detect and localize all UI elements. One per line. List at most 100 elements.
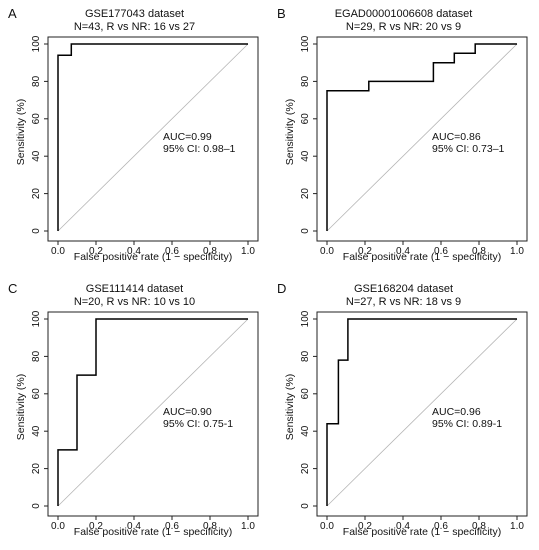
y-tick-label: 100 xyxy=(300,310,311,327)
x-tick-label: 1.0 xyxy=(510,521,524,532)
panel-label: C xyxy=(8,281,18,296)
y-axis-label: Sensitivity (%) xyxy=(15,373,27,441)
x-tick-label: 1.0 xyxy=(241,246,255,257)
x-tick-label: 0.6 xyxy=(434,521,448,532)
x-tick-label: 0.0 xyxy=(51,246,65,257)
plot-frame xyxy=(316,36,528,242)
x-tick-label: 0.6 xyxy=(434,246,448,257)
y-tick-label: 0 xyxy=(31,228,42,234)
y-tick-label: 0 xyxy=(300,228,311,234)
auc-value: AUC=0.86 xyxy=(432,131,481,143)
auc-ci: 95% CI: 0.98–1 xyxy=(163,143,236,155)
auc-ci: 95% CI: 0.75-1 xyxy=(163,418,234,430)
y-tick-label: 40 xyxy=(31,425,42,437)
auc-annotation: AUC=0.86 95% CI: 0.73–1 xyxy=(432,131,504,155)
roc-plot-area: 0.0 0.2 0.4 0.6 0.8 1.0 0 20 40 60 80 100 xyxy=(31,310,259,532)
y-tick-label: 60 xyxy=(300,113,311,125)
roc-curve xyxy=(57,318,248,506)
x-axis-label: False positive rate (1 − specificity) xyxy=(73,251,233,263)
x-tick-label: 0.4 xyxy=(127,246,141,257)
chart-title: GSE168204 dataset xyxy=(353,283,454,295)
roc-panel-a: 0.0 0.2 0.4 0.6 0.8 1.0 0 20 40 60 80 100 A GSE1770… xyxy=(0,0,269,275)
y-axis-label: Sensitivity (%) xyxy=(15,98,27,166)
reference-diagonal xyxy=(326,43,518,232)
x-tick-label: 0.4 xyxy=(396,521,410,532)
panel-label: A xyxy=(8,6,17,21)
chart-subtitle: N=20, R vs NR: 10 vs 10 xyxy=(73,296,196,308)
x-axis-label: False positive rate (1 − specificity) xyxy=(342,251,502,263)
x-tick-label: 0.0 xyxy=(51,521,65,532)
y-tick-label: 0 xyxy=(31,503,42,509)
x-tick-label: 0.0 xyxy=(320,521,334,532)
y-tick-label: 40 xyxy=(300,150,311,162)
auc-value: AUC=0.99 xyxy=(163,131,212,143)
x-tick-label: 1.0 xyxy=(510,246,524,257)
reference-diagonal xyxy=(57,318,249,507)
x-axis-label: False positive rate (1 − specificity) xyxy=(342,526,502,538)
auc-value: AUC=0.90 xyxy=(163,406,212,418)
chart-subtitle: N=27, R vs NR: 18 vs 9 xyxy=(345,296,462,308)
y-tick-label: 100 xyxy=(31,310,42,327)
auc-ci: 95% CI: 0.89-1 xyxy=(432,418,503,430)
roc-curve xyxy=(57,43,248,231)
chart-subtitle: N=29, R vs NR: 20 vs 9 xyxy=(345,21,462,33)
x-tick-label: 1.0 xyxy=(241,521,255,532)
reference-diagonal xyxy=(57,43,249,232)
auc-annotation: AUC=0.90 95% CI: 0.75-1 xyxy=(163,406,233,430)
roc-panel-c: 0.0 0.2 0.4 0.6 0.8 1.0 0 20 40 60 80 100 C GSE1114… xyxy=(0,275,269,550)
y-tick-label: 20 xyxy=(300,463,311,475)
roc-curve xyxy=(326,43,517,231)
y-tick-label: 100 xyxy=(300,35,311,52)
x-tick-label: 0.2 xyxy=(358,246,372,257)
y-axis-label: Sensitivity (%) xyxy=(284,373,296,441)
x-tick-label: 0.8 xyxy=(472,246,486,257)
auc-ci: 95% CI: 0.73–1 xyxy=(432,143,505,155)
plot-frame xyxy=(316,311,528,517)
y-tick-label: 40 xyxy=(31,150,42,162)
y-tick-label: 80 xyxy=(31,75,42,87)
reference-diagonal xyxy=(326,318,518,507)
chart-title: EGAD00001006608 dataset xyxy=(334,8,473,20)
y-tick-label: 80 xyxy=(31,350,42,362)
x-tick-label: 0.2 xyxy=(89,246,103,257)
x-tick-label: 0.0 xyxy=(320,246,334,257)
y-tick-label: 40 xyxy=(300,425,311,437)
x-tick-label: 0.4 xyxy=(396,246,410,257)
x-tick-label: 0.8 xyxy=(472,521,486,532)
roc-plot-area: 0.0 0.2 0.4 0.6 0.8 1.0 0 20 40 60 80 100 xyxy=(300,310,528,532)
x-tick-label: 0.2 xyxy=(89,521,103,532)
plot-frame xyxy=(47,36,259,242)
y-tick-label: 100 xyxy=(31,35,42,52)
x-tick-label: 0.8 xyxy=(203,246,217,257)
y-tick-label: 20 xyxy=(300,188,311,200)
roc-plot-area: 0.0 0.2 0.4 0.6 0.8 1.0 0 20 40 60 80 100 xyxy=(300,35,528,257)
x-axis-label: False positive rate (1 − specificity) xyxy=(73,526,233,538)
chart-title: GSE177043 dataset xyxy=(84,8,185,20)
x-tick-label: 0.6 xyxy=(165,246,179,257)
y-tick-label: 20 xyxy=(31,188,42,200)
roc-panel-d: 0.0 0.2 0.4 0.6 0.8 1.0 0 20 40 60 80 100 D GSE1682… xyxy=(269,275,538,550)
roc-curve xyxy=(326,318,517,506)
x-tick-label: 0.2 xyxy=(358,521,372,532)
y-tick-label: 60 xyxy=(31,113,42,125)
y-tick-label: 80 xyxy=(300,75,311,87)
panel-label: D xyxy=(277,281,287,296)
panel-label: B xyxy=(277,6,286,21)
auc-annotation: AUC=0.99 95% CI: 0.98–1 xyxy=(163,131,235,155)
y-tick-label: 20 xyxy=(31,463,42,475)
x-tick-label: 0.4 xyxy=(127,521,141,532)
chart-subtitle: N=43, R vs NR: 16 vs 27 xyxy=(73,21,196,33)
plot-frame xyxy=(47,311,259,517)
chart-title: GSE111414 dataset xyxy=(85,283,184,295)
y-tick-label: 80 xyxy=(300,350,311,362)
x-tick-label: 0.8 xyxy=(203,521,217,532)
y-tick-label: 60 xyxy=(300,388,311,400)
y-axis-label: Sensitivity (%) xyxy=(284,98,296,166)
auc-value: AUC=0.96 xyxy=(432,406,481,418)
y-tick-label: 0 xyxy=(300,503,311,509)
roc-plot-area: 0.0 0.2 0.4 0.6 0.8 1.0 0 20 40 60 80 100 xyxy=(31,35,259,257)
auc-annotation: AUC=0.96 95% CI: 0.89-1 xyxy=(432,406,502,430)
y-tick-label: 60 xyxy=(31,388,42,400)
x-tick-label: 0.6 xyxy=(165,521,179,532)
